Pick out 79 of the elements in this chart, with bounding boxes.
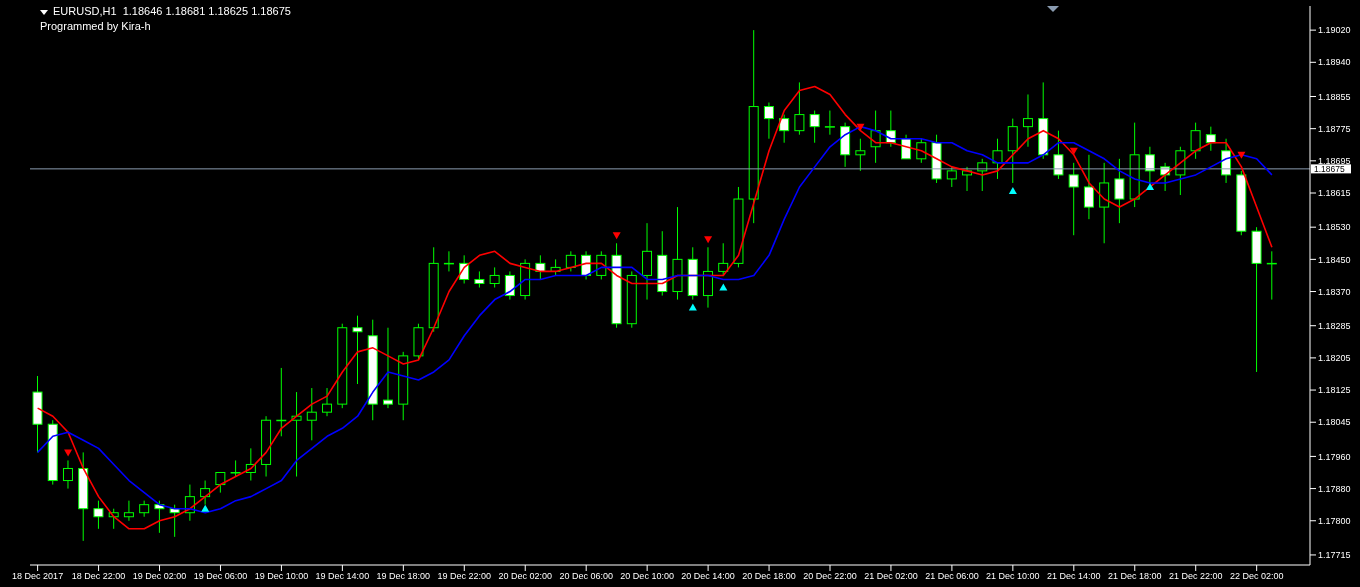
x-tick-label: 19 Dec 14:00 [315, 571, 370, 582]
point [1237, 151, 1246, 159]
x-tick-label: 19 Dec 18:00 [376, 571, 431, 582]
x-tick-label: 20 Dec 14:00 [681, 571, 735, 582]
x-tick-label: 19 Dec 10:00 [254, 571, 309, 582]
candlestick [992, 138, 1003, 180]
point [64, 449, 73, 457]
x-tick-label: 20 Dec 06:00 [559, 571, 613, 582]
x-tick-label: 21 Dec 06:00 [925, 571, 979, 582]
x-tick-label: 20 Dec 18:00 [742, 571, 796, 582]
candlestick [1205, 126, 1216, 152]
y-tick-label: 1.19020 [1318, 25, 1351, 36]
point [1069, 147, 1078, 155]
y-tick-label: 1.18940 [1318, 57, 1351, 68]
y-tick-label: 1.18530 [1318, 222, 1351, 233]
candlestick [489, 266, 500, 289]
y-tick-label: 1.18775 [1318, 123, 1351, 134]
x-tick-label: 21 Dec 10:00 [986, 571, 1040, 582]
y-tick-label: 1.18125 [1318, 385, 1351, 396]
y-tick-label: 1.18205 [1318, 353, 1351, 364]
y-tick-label: 1.18615 [1318, 188, 1351, 199]
x-tick-label: 20 Dec 10:00 [620, 571, 674, 582]
x-tick-label: 19 Dec 02:00 [132, 571, 187, 582]
candlestick [62, 459, 73, 490]
y-tick-label: 1.18855 [1318, 91, 1351, 102]
x-tick-label: 21 Dec 14:00 [1047, 571, 1101, 582]
y-tick-label: 1.18370 [1318, 286, 1351, 297]
candlestick [855, 138, 866, 172]
candlestick [93, 500, 104, 530]
candlestick [382, 327, 393, 409]
text: Programmed by Kira-h [40, 19, 151, 33]
candlestick [352, 315, 363, 385]
y-tick-label: 1.17880 [1318, 483, 1351, 494]
candlestick [565, 250, 576, 272]
point [719, 283, 728, 291]
point [612, 232, 621, 240]
candlestick [1266, 250, 1277, 301]
point [1008, 186, 1017, 194]
candlestick [718, 242, 729, 276]
x-tick-label: 18 Dec 22:00 [71, 571, 126, 582]
x-tick-label: 19 Dec 06:00 [193, 571, 248, 582]
x-tick-label: 22 Dec 02:00 [1229, 571, 1284, 582]
candlestick [763, 102, 774, 140]
chart-title: EURUSD,H1 1.18646 1.18681 1.18625 1.18675 [53, 5, 291, 17]
point [201, 504, 210, 512]
y-tick-label: 1.17800 [1318, 515, 1351, 526]
point [704, 236, 713, 244]
candlestick [306, 387, 317, 441]
candlestick [1114, 158, 1125, 224]
x-tick-label: 20 Dec 02:00 [498, 571, 553, 582]
point [688, 303, 697, 311]
x-tick-label: 21 Dec 18:00 [1107, 571, 1162, 582]
x-tick-label: 19 Dec 22:00 [437, 571, 492, 582]
candlestick [535, 254, 546, 280]
x-tick-label: 18 Dec 2017 [12, 571, 64, 582]
candlestick [794, 81, 805, 136]
y-tick-label: 1.17960 [1318, 451, 1351, 462]
point [1146, 182, 1154, 190]
y-tick-label: 1.17715 [1318, 550, 1351, 561]
candlestick [504, 270, 515, 301]
x-tick-label: 20 Dec 22:00 [803, 571, 857, 582]
candlestick [322, 387, 333, 417]
candlestick [1083, 154, 1094, 220]
candlestick [123, 500, 134, 522]
candlestick [1022, 93, 1033, 148]
candlestick [1190, 122, 1201, 160]
candlestick [215, 472, 226, 494]
y-tick-label: 1.18285 [1318, 320, 1351, 331]
candlestick [1053, 130, 1064, 180]
candlestick [809, 110, 820, 144]
x-tick-label: 21 Dec 02:00 [864, 571, 918, 582]
x-tick-label: 21 Dec 22:00 [1168, 571, 1223, 582]
candlestick [779, 114, 790, 144]
y-tick-label: 1.18450 [1318, 254, 1351, 265]
y-tick-label: 1.18045 [1318, 417, 1351, 428]
candlestick [1068, 162, 1079, 236]
candlestick [443, 250, 454, 272]
candlestick [824, 110, 835, 136]
candlestick [169, 504, 180, 538]
